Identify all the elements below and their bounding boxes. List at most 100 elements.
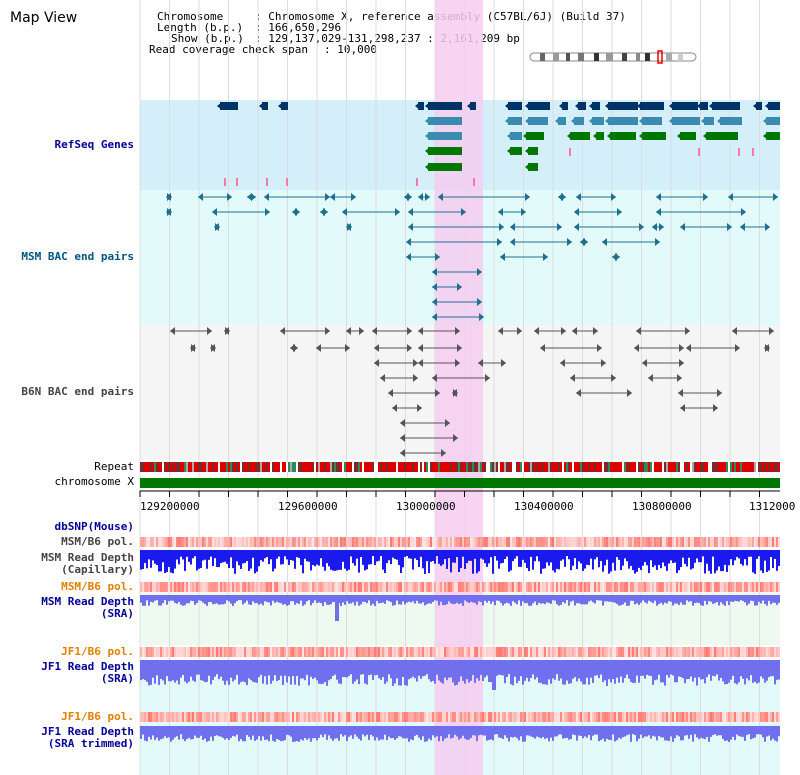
depth-bar <box>700 595 702 606</box>
msm-bac-pairs[interactable] <box>166 193 778 321</box>
bac-end <box>583 238 588 246</box>
heat-cell <box>196 712 198 722</box>
heat-cell <box>174 537 176 547</box>
b6n-bac-pairs[interactable] <box>170 327 774 457</box>
track-label-refseq[interactable]: RefSeq Genes <box>54 138 134 151</box>
refseq-genes[interactable] <box>217 102 780 186</box>
repeat-cell <box>594 462 596 472</box>
bac-end <box>408 208 413 216</box>
depth-bar <box>272 660 274 681</box>
bac-end <box>395 208 400 216</box>
depth-bar <box>376 550 378 562</box>
track-label-msm-b6-pol[interactable]: MSM/B6 pol. <box>61 535 134 548</box>
repeat-cell <box>388 462 390 472</box>
depth-bar <box>630 726 632 742</box>
heat-cell <box>372 582 374 592</box>
bac-end <box>215 223 220 231</box>
heat-cell <box>260 647 262 657</box>
depth-bar <box>514 726 516 737</box>
heat-cell <box>648 537 650 547</box>
track-label-dbsnp[interactable]: dbSNP(Mouse) <box>54 520 134 533</box>
heat-cell <box>418 712 420 722</box>
depth-bar <box>416 595 418 601</box>
depth-bar <box>186 726 188 740</box>
heat-cell <box>526 582 528 592</box>
heat-cell <box>274 647 276 657</box>
depth-bar <box>528 550 530 572</box>
heat-cell <box>644 582 646 592</box>
heat-cell <box>426 647 428 657</box>
heat-cell <box>778 537 780 547</box>
depth-bar <box>716 550 718 571</box>
repeat-cell <box>568 462 570 472</box>
bac-end <box>293 344 298 352</box>
track-label-jf1-b6-pol2[interactable]: JF1/B6 pol. <box>61 710 134 723</box>
repeat-cell <box>558 462 560 472</box>
depth-bar <box>456 726 458 737</box>
repeat-cell <box>690 462 692 472</box>
track-label-chromosome[interactable]: chromosome X <box>54 475 134 488</box>
repeat-cell <box>256 462 258 472</box>
gene-block <box>672 102 698 110</box>
gene-block <box>262 102 268 110</box>
heat-cell <box>412 582 414 592</box>
heat-cell <box>618 712 620 722</box>
depth-bar <box>486 550 488 567</box>
heat-cell <box>468 712 470 722</box>
heat-cell <box>580 647 582 657</box>
heat-cell <box>412 712 414 722</box>
track-label-repeat[interactable]: Repeat <box>94 460 134 473</box>
gene-block <box>592 117 604 125</box>
depth-bar <box>668 660 670 678</box>
chromosome-bar[interactable] <box>140 478 780 488</box>
track-label-msm-bac[interactable]: MSM BAC end pairs <box>21 250 134 263</box>
track-label-jf1-depth[interactable]: JF1 Read Depth <box>41 660 134 673</box>
heat-cell <box>180 712 182 722</box>
depth-bar <box>442 660 444 684</box>
bac-end <box>611 374 616 382</box>
track-label-msm-depth-sra-sub: (SRA) <box>100 607 134 620</box>
depth-bar <box>550 595 552 604</box>
bac-end <box>521 208 526 216</box>
heat-cell <box>548 712 550 722</box>
heat-cell <box>192 712 194 722</box>
heat-cell <box>140 712 142 722</box>
depth-bar <box>252 550 254 558</box>
repeat-cell <box>216 462 218 472</box>
depth-bar <box>716 726 718 736</box>
chromosome-ideogram[interactable] <box>529 50 697 64</box>
depth-bar <box>532 595 534 604</box>
heat-cell <box>362 647 364 657</box>
depth-bar <box>380 660 382 680</box>
track-label-msm-depth-sra[interactable]: MSM Read Depth <box>41 595 134 608</box>
depth-bar <box>582 595 584 605</box>
heat-cell <box>300 647 302 657</box>
heat-cell <box>640 712 642 722</box>
track-label-msm-depth-cap[interactable]: MSM Read Depth <box>41 551 134 564</box>
track-label-b6n-bac[interactable]: B6N BAC end pairs <box>21 385 134 398</box>
depth-bar <box>672 595 674 606</box>
heat-cell <box>752 712 754 722</box>
track-label-msm-b6-pol2[interactable]: MSM/B6 pol. <box>61 580 134 593</box>
track-label-jf1-trim[interactable]: JF1 Read Depth <box>41 725 134 738</box>
heat-cell <box>662 647 664 657</box>
heat-cell <box>676 537 678 547</box>
heat-cell <box>758 712 760 722</box>
depth-bar <box>412 595 414 602</box>
heat-cell <box>466 537 468 547</box>
depth-bar <box>596 726 598 735</box>
heat-cell <box>720 647 722 657</box>
heat-cell <box>656 712 658 722</box>
heat-cell <box>742 537 744 547</box>
heat-cell <box>574 537 576 547</box>
depth-bar <box>348 550 350 570</box>
heat-cell <box>546 582 548 592</box>
depth-bar <box>598 550 600 568</box>
gene-block <box>768 102 780 110</box>
depth-bar <box>308 550 310 562</box>
depth-bar <box>750 550 752 557</box>
depth-bar <box>182 660 184 675</box>
track-label-jf1-b6-pol[interactable]: JF1/B6 pol. <box>61 645 134 658</box>
highlight-region[interactable] <box>435 0 483 775</box>
